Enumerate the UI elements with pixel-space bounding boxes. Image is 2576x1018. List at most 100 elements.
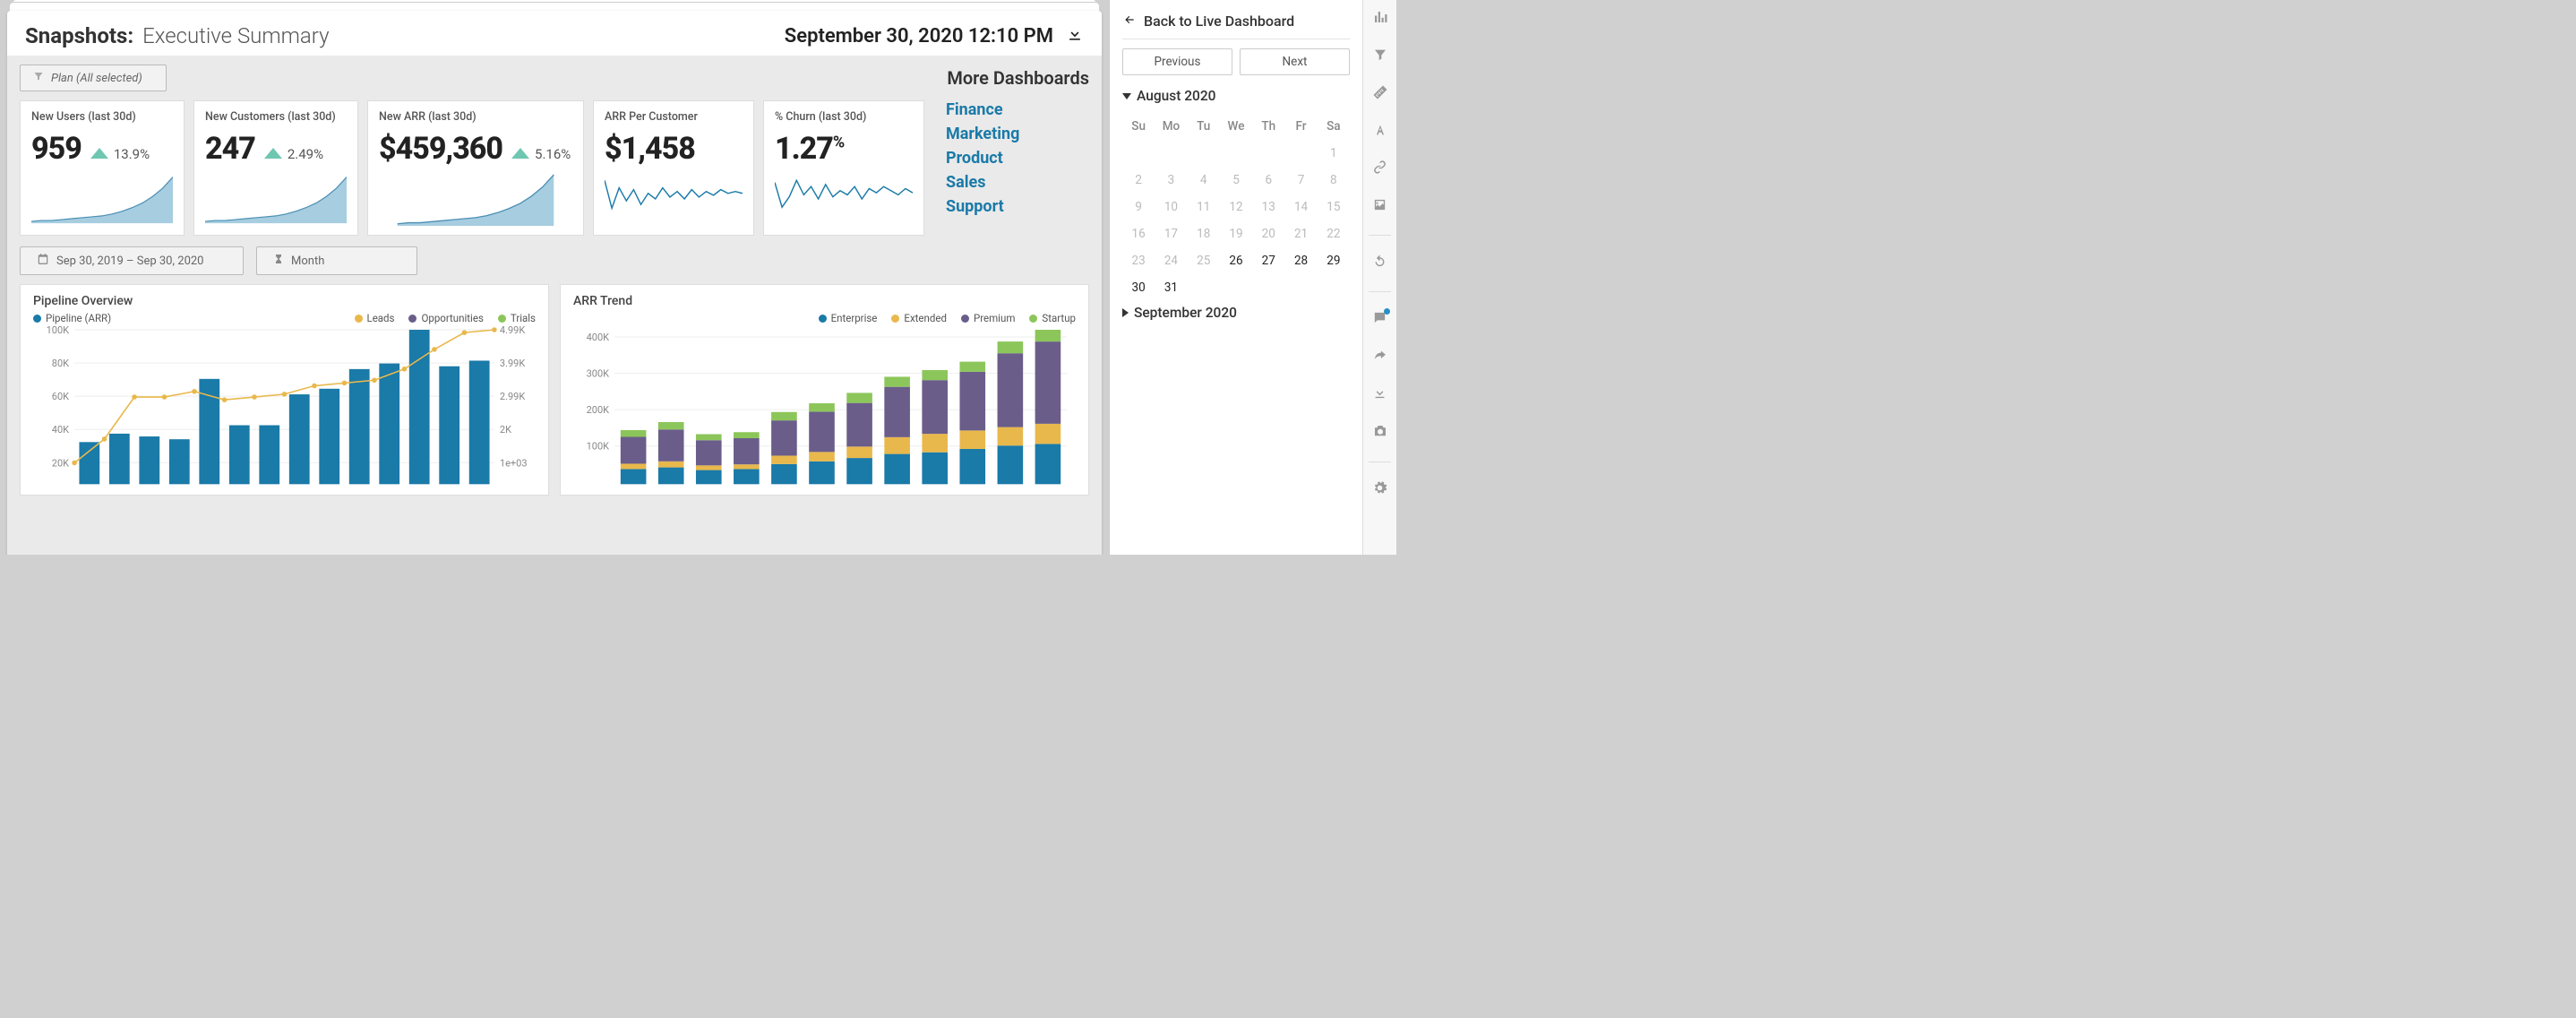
dow-label: We: [1220, 113, 1252, 140]
camera-icon[interactable]: [1372, 423, 1388, 444]
header-title: Executive Summary: [142, 23, 329, 48]
calendar-day: 21: [1284, 220, 1317, 247]
ruler-icon[interactable]: [1372, 84, 1388, 105]
pipeline-chart-panel: Pipeline Overview Pipeline (ARR) Leads Op…: [20, 284, 549, 496]
chevron-icon: [1122, 93, 1131, 99]
legend-item: Leads: [355, 312, 395, 324]
calendar-day: [1252, 140, 1284, 167]
refresh-icon[interactable]: [1372, 254, 1387, 273]
calendar-day: [1188, 274, 1220, 301]
funnel-icon: [33, 71, 44, 85]
plan-filter-label: Plan (All selected): [51, 72, 142, 85]
dashboard-link-sales[interactable]: Sales: [946, 173, 1019, 192]
filter-icon[interactable]: [1373, 47, 1387, 66]
calendar-day: 15: [1318, 194, 1350, 220]
legend-item: Extended: [891, 312, 947, 324]
kpi-delta: 5.16%: [535, 146, 571, 162]
calendar-day[interactable]: 29: [1318, 247, 1350, 274]
month-label: August 2020: [1137, 88, 1215, 104]
calendar-day: [1318, 274, 1350, 301]
calendar-day: 9: [1122, 194, 1155, 220]
calendar-day: 13: [1252, 194, 1284, 220]
svg-text:60K: 60K: [52, 391, 69, 402]
svg-text:100K: 100K: [47, 326, 70, 336]
calendar-day: 3: [1155, 167, 1187, 194]
download-rail-icon[interactable]: [1372, 385, 1387, 405]
svg-text:300K: 300K: [587, 368, 610, 380]
svg-text:3.99K: 3.99K: [500, 358, 525, 369]
svg-text:2.99K: 2.99K: [500, 391, 525, 402]
next-button[interactable]: Next: [1240, 48, 1350, 75]
calendar-day: 1: [1318, 140, 1350, 167]
calendar-day: 22: [1318, 220, 1350, 247]
month-header[interactable]: August 2020: [1122, 84, 1350, 108]
kpi-delta: 2.49%: [288, 146, 323, 162]
kpi-value: 1.27%: [775, 131, 844, 167]
calendar-day: 5: [1220, 167, 1252, 194]
dow-label: Sa: [1318, 113, 1350, 140]
kpi-title: New Customers (last 30d): [205, 110, 347, 124]
calendar-day: 4: [1188, 167, 1220, 194]
previous-button[interactable]: Previous: [1122, 48, 1232, 75]
legend-item: Enterprise: [819, 312, 878, 324]
dashboard-link-product[interactable]: Product: [946, 149, 1019, 168]
svg-text:200K: 200K: [587, 404, 610, 416]
chart-icon[interactable]: [1372, 9, 1388, 30]
share-icon[interactable]: [1372, 348, 1387, 367]
plan-filter-button[interactable]: Plan (All selected): [20, 65, 167, 91]
more-dashboards-label: More Dashboards: [947, 67, 1089, 89]
calendar-day: 11: [1188, 194, 1220, 220]
calendar-day: 7: [1284, 167, 1317, 194]
dow-label: Fr: [1284, 113, 1317, 140]
dashboard-link-support[interactable]: Support: [946, 197, 1019, 216]
calendar-day[interactable]: 26: [1220, 247, 1252, 274]
download-icon[interactable]: [1066, 25, 1084, 47]
back-to-live-button[interactable]: Back to Live Dashboard: [1122, 9, 1350, 39]
gear-icon[interactable]: [1372, 480, 1387, 500]
month-header[interactable]: September 2020: [1122, 301, 1350, 324]
chat-icon[interactable]: [1372, 310, 1387, 330]
calendar-day[interactable]: 28: [1284, 247, 1317, 274]
calendar-day: [1220, 274, 1252, 301]
link-icon[interactable]: [1372, 160, 1387, 179]
calendar-day: 18: [1188, 220, 1220, 247]
date-range-button[interactable]: Sep 30, 2019 – Sep 30, 2020: [20, 246, 244, 275]
calendar-day: 20: [1252, 220, 1284, 247]
kpi-value: $1,458: [605, 131, 695, 167]
calendar-day: [1220, 140, 1252, 167]
pipeline-chart-title: Pipeline Overview: [33, 294, 536, 308]
calendar-day: [1122, 140, 1155, 167]
up-arrow-icon: [264, 148, 282, 159]
calendar-icon: [37, 253, 49, 269]
legend-item: Opportunities: [408, 312, 483, 324]
svg-text:400K: 400K: [587, 332, 610, 343]
svg-text:40K: 40K: [52, 424, 69, 436]
legend-item: Pipeline (ARR): [33, 312, 111, 324]
kpi-new_cust: New Customers (last 30d) 247 2.49%: [193, 100, 358, 236]
calendar-day: 25: [1188, 247, 1220, 274]
dow-label: Th: [1252, 113, 1284, 140]
kpi-delta: 13.9%: [114, 146, 150, 162]
svg-text:1e+03: 1e+03: [500, 457, 528, 469]
chevron-icon: [1122, 308, 1129, 317]
calendar-day[interactable]: 30: [1122, 274, 1155, 301]
calendar-day: 17: [1155, 220, 1187, 247]
date-grain-button[interactable]: Month: [256, 246, 417, 275]
calendar-day[interactable]: 27: [1252, 247, 1284, 274]
calendar-day: 6: [1252, 167, 1284, 194]
kpi-title: New Users (last 30d): [31, 110, 173, 124]
calendar-day: 2: [1122, 167, 1155, 194]
legend-item: Premium: [961, 312, 1015, 324]
calendar-day[interactable]: 31: [1155, 274, 1187, 301]
legend-item: Trials: [498, 312, 536, 324]
calendar-day: 14: [1284, 194, 1317, 220]
kpi-new_users: New Users (last 30d) 959 13.9%: [20, 100, 185, 236]
dashboard-link-finance[interactable]: Finance: [946, 100, 1019, 119]
arr-chart: 400K300K200K100K: [573, 326, 1076, 487]
text-icon[interactable]: [1373, 123, 1387, 142]
image-icon[interactable]: [1372, 197, 1387, 217]
kpi-value: 247: [205, 131, 255, 167]
dashboard-link-marketing[interactable]: Marketing: [946, 125, 1019, 143]
date-grain-label: Month: [291, 254, 324, 268]
dow-label: Tu: [1188, 113, 1220, 140]
